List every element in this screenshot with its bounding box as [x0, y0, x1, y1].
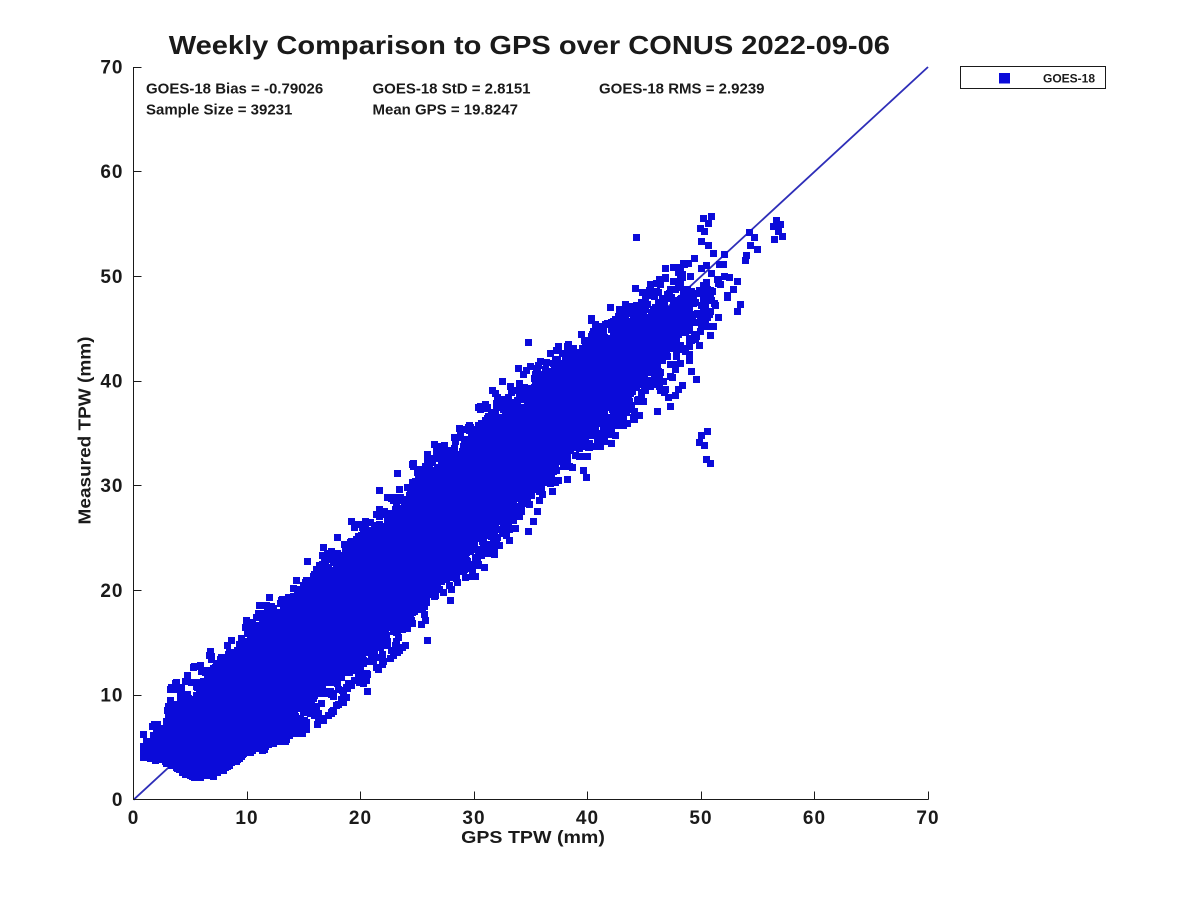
svg-text:60: 60	[100, 162, 123, 183]
svg-text:Measured TPW (mm): Measured TPW (mm)	[74, 337, 94, 525]
svg-text:GPS TPW (mm): GPS TPW (mm)	[461, 827, 605, 847]
svg-text:60: 60	[803, 808, 826, 829]
svg-text:70: 70	[100, 57, 123, 78]
svg-text:20: 20	[100, 581, 123, 602]
svg-text:Weekly Comparison to GPS over: Weekly Comparison to GPS over CONUS 2022…	[169, 30, 890, 59]
svg-text:10: 10	[100, 686, 123, 707]
svg-text:0: 0	[128, 808, 140, 829]
svg-text:30: 30	[100, 476, 123, 497]
svg-text:30: 30	[462, 808, 485, 829]
svg-text:GOES-18 Bias = -0.79026: GOES-18 Bias = -0.79026	[146, 81, 323, 98]
svg-text:50: 50	[689, 808, 712, 829]
svg-text:40: 40	[100, 372, 123, 393]
svg-text:GOES-18 RMS = 2.9239: GOES-18 RMS = 2.9239	[599, 81, 765, 98]
svg-text:0: 0	[112, 790, 124, 811]
svg-text:GOES-18 StD = 2.8151: GOES-18 StD = 2.8151	[373, 81, 531, 98]
svg-text:10: 10	[235, 808, 258, 829]
svg-text:Mean GPS = 19.8247: Mean GPS = 19.8247	[373, 102, 519, 119]
svg-text:20: 20	[349, 808, 372, 829]
svg-text:GOES-18: GOES-18	[1043, 71, 1095, 85]
svg-text:70: 70	[916, 808, 939, 829]
svg-text:Sample Size = 39231: Sample Size = 39231	[146, 102, 292, 119]
svg-text:40: 40	[576, 808, 599, 829]
svg-text:50: 50	[100, 267, 123, 288]
